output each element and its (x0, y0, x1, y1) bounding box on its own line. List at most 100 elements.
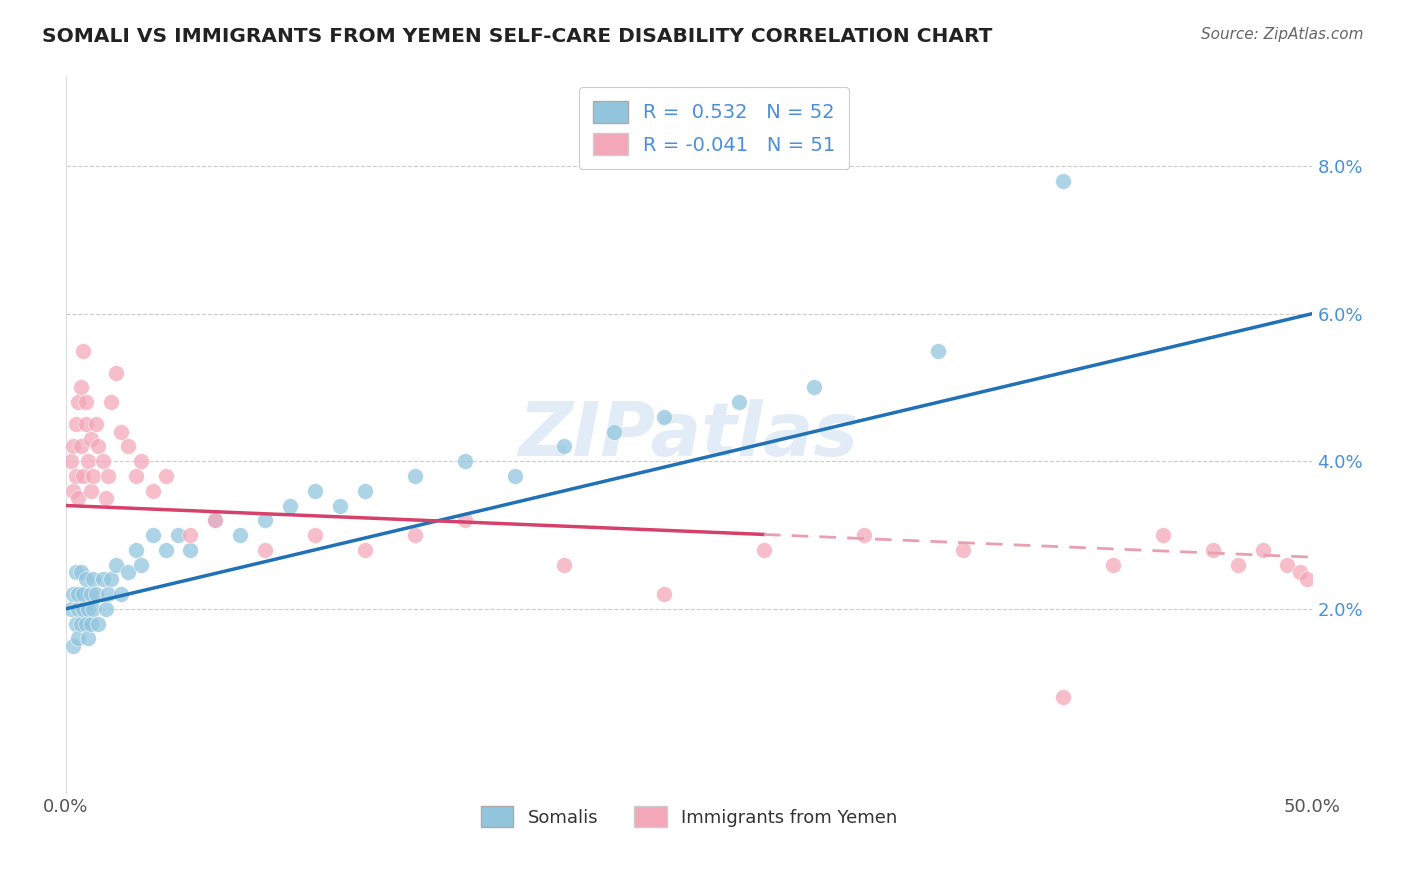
Point (155, 469, 177, 483)
Point (927, 343, 949, 358)
Point (1289, 565, 1312, 579)
Point (254, 542, 277, 557)
Point (179, 542, 201, 557)
Point (62, 587, 84, 601)
Point (80, 483, 103, 498)
Point (1296, 572, 1319, 586)
Point (62, 440, 84, 454)
Point (603, 425, 626, 439)
Point (354, 483, 377, 498)
Point (82, 572, 104, 586)
Point (304, 528, 326, 542)
Point (1201, 542, 1223, 557)
Point (110, 425, 132, 439)
Point (1277, 558, 1299, 572)
Point (59, 602, 82, 616)
Text: ZIPatlas: ZIPatlas (519, 399, 859, 472)
Point (69, 565, 91, 579)
Point (94, 491, 117, 505)
Point (1251, 542, 1274, 557)
Point (129, 558, 152, 572)
Point (1102, 558, 1125, 572)
Point (104, 366, 127, 380)
Point (67, 491, 90, 505)
Point (728, 395, 751, 409)
Point (87, 440, 110, 454)
Point (304, 483, 326, 498)
Point (454, 513, 477, 527)
Point (75, 616, 97, 631)
Point (167, 528, 190, 542)
Point (67, 602, 90, 616)
Point (91, 454, 114, 468)
Point (652, 409, 675, 424)
Point (72, 469, 94, 483)
Point (142, 483, 165, 498)
Point (110, 587, 132, 601)
Point (91, 572, 114, 586)
Point (77, 602, 100, 616)
Point (82, 469, 104, 483)
Point (652, 587, 675, 601)
Point (404, 528, 426, 542)
Point (1226, 558, 1249, 572)
Point (80, 616, 103, 631)
Point (803, 380, 825, 394)
Point (84, 587, 107, 601)
Point (1152, 528, 1174, 542)
Point (553, 558, 575, 572)
Point (354, 542, 377, 557)
Point (124, 469, 146, 483)
Text: Source: ZipAtlas.com: Source: ZipAtlas.com (1201, 27, 1364, 42)
Point (100, 572, 122, 586)
Point (67, 395, 90, 409)
Point (278, 499, 301, 513)
Point (94, 602, 117, 616)
Point (553, 440, 575, 454)
Point (117, 440, 139, 454)
Point (952, 542, 974, 557)
Point (69, 380, 91, 394)
Point (65, 616, 87, 631)
Point (80, 587, 103, 601)
Point (142, 528, 165, 542)
Point (59, 454, 82, 468)
Point (404, 469, 426, 483)
Point (852, 528, 875, 542)
Point (100, 395, 122, 409)
Point (204, 513, 226, 527)
Legend: Somalis, Immigrants from Yemen: Somalis, Immigrants from Yemen (474, 799, 904, 834)
Point (503, 469, 526, 483)
Text: SOMALI VS IMMIGRANTS FROM YEMEN SELF-CARE DISABILITY CORRELATION CHART: SOMALI VS IMMIGRANTS FROM YEMEN SELF-CAR… (42, 27, 993, 45)
Point (254, 513, 277, 527)
Point (117, 565, 139, 579)
Point (84, 417, 107, 432)
Point (87, 616, 110, 631)
Point (72, 602, 94, 616)
Point (82, 602, 104, 616)
Point (1052, 174, 1074, 188)
Point (72, 343, 94, 358)
Point (124, 542, 146, 557)
Point (752, 542, 775, 557)
Point (329, 499, 352, 513)
Point (62, 639, 84, 653)
Point (72, 587, 94, 601)
Point (77, 632, 100, 646)
Point (155, 542, 177, 557)
Point (62, 483, 84, 498)
Point (229, 528, 252, 542)
Point (97, 587, 120, 601)
Point (1052, 690, 1074, 705)
Point (204, 513, 226, 527)
Point (65, 417, 87, 432)
Point (80, 432, 103, 446)
Point (75, 417, 97, 432)
Point (454, 454, 477, 468)
Point (75, 572, 97, 586)
Point (75, 395, 97, 409)
Point (97, 469, 120, 483)
Point (69, 616, 91, 631)
Point (179, 528, 201, 542)
Point (67, 587, 90, 601)
